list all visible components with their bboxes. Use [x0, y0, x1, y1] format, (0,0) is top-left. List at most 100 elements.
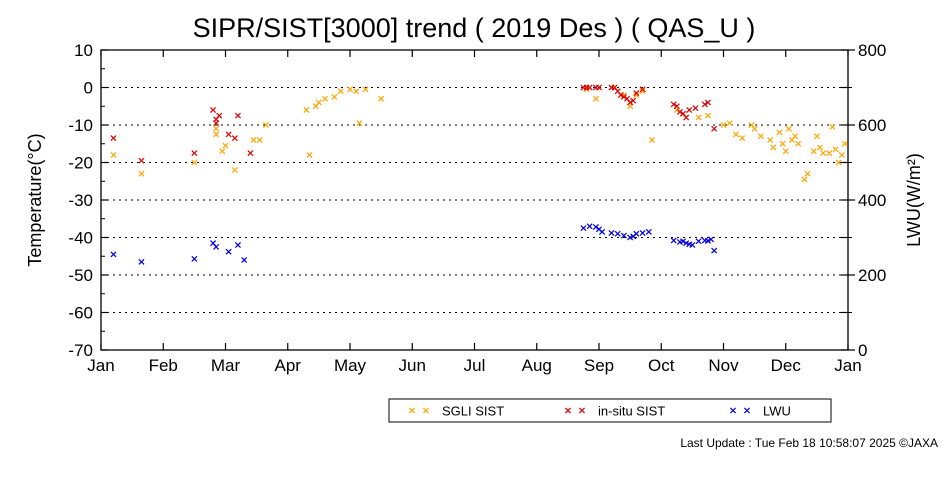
series-0: [110, 84, 848, 183]
right-tick-label: 0: [858, 341, 867, 360]
chart-title: SIPR/SIST[3000] trend ( 2019 Des ) ( QAS…: [193, 13, 756, 43]
data-point: [711, 247, 718, 254]
data-point: [829, 123, 836, 130]
left-tick-label: -50: [68, 266, 93, 285]
last-update-text: Last Update : Tue Feb 18 10:58:07 2025 ©…: [680, 436, 938, 450]
legend-marker: [743, 407, 751, 414]
x-tick-label: Jan: [87, 356, 114, 375]
x-tick-label: Aug: [522, 356, 552, 375]
data-point: [739, 135, 746, 142]
data-point: [704, 237, 711, 244]
data-point: [767, 136, 774, 144]
data-point: [225, 248, 232, 255]
data-point: [599, 228, 606, 235]
data-point: [608, 229, 615, 237]
data-point: [832, 146, 839, 153]
x-tick-label: Sep: [584, 356, 614, 375]
data-point: [670, 237, 677, 244]
legend-label: LWU: [763, 404, 791, 419]
data-point: [191, 255, 198, 262]
left-axis: 10 0 -10 -20 -30 -40 -50 -60 -70: [68, 41, 848, 360]
data-point: [826, 150, 833, 157]
data-point: [810, 148, 817, 155]
data-point: [686, 106, 693, 114]
data-point: [213, 125, 220, 132]
data-point: [580, 225, 587, 232]
data-point: [633, 90, 640, 97]
data-point: [630, 97, 637, 104]
data-point: [586, 223, 593, 230]
data-point: [191, 159, 198, 166]
data-point: [813, 133, 820, 140]
legend-marker: [578, 407, 586, 414]
right-tick-label: 600: [858, 116, 886, 135]
data-point: [704, 112, 711, 119]
x-tick-label: Nov: [708, 356, 739, 375]
data-point: [213, 131, 220, 138]
data-point: [583, 86, 590, 93]
data-point: [692, 105, 699, 112]
x-tick-label: Feb: [149, 356, 178, 375]
data-point: [356, 120, 363, 127]
data-point: [110, 151, 117, 159]
legend-marker: [408, 407, 416, 414]
y-axis-left-label: Temperature(°C): [25, 133, 45, 266]
data-point: [303, 106, 310, 114]
data-point: [639, 88, 646, 95]
legend-marker: [422, 407, 430, 414]
data-point: [331, 93, 338, 100]
legend-marker: [564, 407, 572, 414]
legend-box: [388, 398, 832, 423]
data-point: [378, 95, 385, 102]
series-2: [110, 223, 718, 265]
data-point: [804, 170, 811, 177]
x-tick-label: Jul: [464, 356, 486, 375]
data-point: [838, 151, 845, 159]
x-tick-label: Mar: [211, 356, 241, 375]
left-tick-label: 0: [84, 79, 93, 98]
left-tick-label: -60: [68, 304, 93, 323]
data-point: [732, 131, 739, 138]
data-point: [256, 136, 263, 144]
data-point: [633, 230, 640, 237]
data-point: [689, 241, 696, 249]
data-point: [234, 241, 241, 249]
data-point: [648, 136, 655, 144]
left-tick-label: 10: [74, 41, 93, 60]
data-point: [592, 223, 599, 231]
series-1: [110, 84, 718, 164]
right-tick-label: 200: [858, 266, 886, 285]
data-point: [247, 150, 254, 157]
left-tick-label: -20: [68, 154, 93, 173]
data-point: [776, 129, 783, 136]
data-point: [216, 112, 223, 119]
data-point: [670, 101, 677, 108]
right-tick-label: 800: [858, 41, 886, 60]
data-point: [250, 136, 257, 144]
data-point: [751, 125, 758, 132]
data-point: [835, 159, 842, 166]
data-points: [110, 84, 848, 265]
data-point: [695, 114, 702, 121]
data-point: [353, 88, 360, 95]
data-point: [633, 91, 640, 99]
data-point: [695, 238, 702, 245]
left-tick-label: -70: [68, 341, 93, 360]
data-point: [213, 243, 220, 250]
data-point: [219, 148, 226, 155]
data-point: [704, 99, 711, 106]
left-tick-label: -10: [68, 116, 93, 135]
data-point: [138, 170, 145, 177]
x-tick-label: Dec: [771, 356, 802, 375]
data-point: [586, 84, 593, 91]
data-point: [315, 99, 322, 106]
data-point: [234, 112, 241, 119]
data-point: [639, 86, 646, 93]
data-point: [210, 106, 217, 114]
data-point: [620, 232, 627, 239]
data-point: [820, 150, 827, 157]
data-point: [711, 125, 718, 132]
x-tick-label: Apr: [275, 356, 302, 375]
data-point: [222, 142, 229, 149]
data-point: [241, 256, 248, 264]
